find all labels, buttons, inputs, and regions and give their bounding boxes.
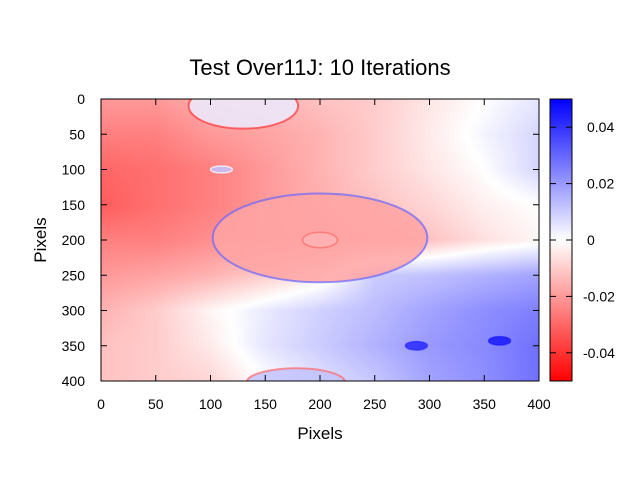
colorbar-tick-label: -0.02	[583, 288, 615, 304]
x-tick-label: 300	[418, 396, 442, 412]
y-tick-label: 400	[62, 373, 86, 389]
colorbar-tick-label: 0.02	[587, 176, 614, 192]
x-tick-label: 100	[199, 396, 223, 412]
heatmap-feature-blue-dot-2	[487, 335, 512, 346]
y-tick-label: 100	[62, 162, 86, 178]
heatmap-feature-center-circle	[301, 231, 339, 249]
chart-title: Test Over11J: 10 Iterations	[189, 55, 451, 80]
heatmap-feature-bottom-circle	[245, 367, 346, 381]
colorbar-tick-label: 0.04	[587, 119, 614, 135]
x-tick-label: 0	[97, 396, 105, 412]
x-tick-label: 250	[363, 396, 387, 412]
y-tick-label: 350	[62, 338, 86, 354]
x-tick-label: 150	[254, 396, 278, 412]
heatmap-feature-small-circle	[209, 165, 234, 174]
x-tick-label: 350	[473, 396, 497, 412]
y-tick-label: 200	[62, 232, 86, 248]
x-axis-label: Pixels	[297, 424, 342, 443]
colorbar-tick-label: -0.04	[583, 345, 615, 361]
heatmap-feature-blue-dot-1	[404, 340, 429, 351]
y-tick-label: 0	[77, 91, 85, 107]
x-tick-label: 400	[527, 396, 551, 412]
y-tick-label: 300	[62, 303, 86, 319]
heatmap-feature-top-circle	[187, 99, 300, 130]
y-tick-label: 250	[62, 267, 86, 283]
y-tick-label: 50	[69, 126, 85, 142]
y-tick-label: 150	[62, 197, 86, 213]
colorbar-tick-label: 0	[587, 232, 595, 248]
x-tick-label: 50	[148, 396, 164, 412]
x-tick-label: 200	[308, 396, 332, 412]
y-axis-label: Pixels	[31, 217, 50, 262]
